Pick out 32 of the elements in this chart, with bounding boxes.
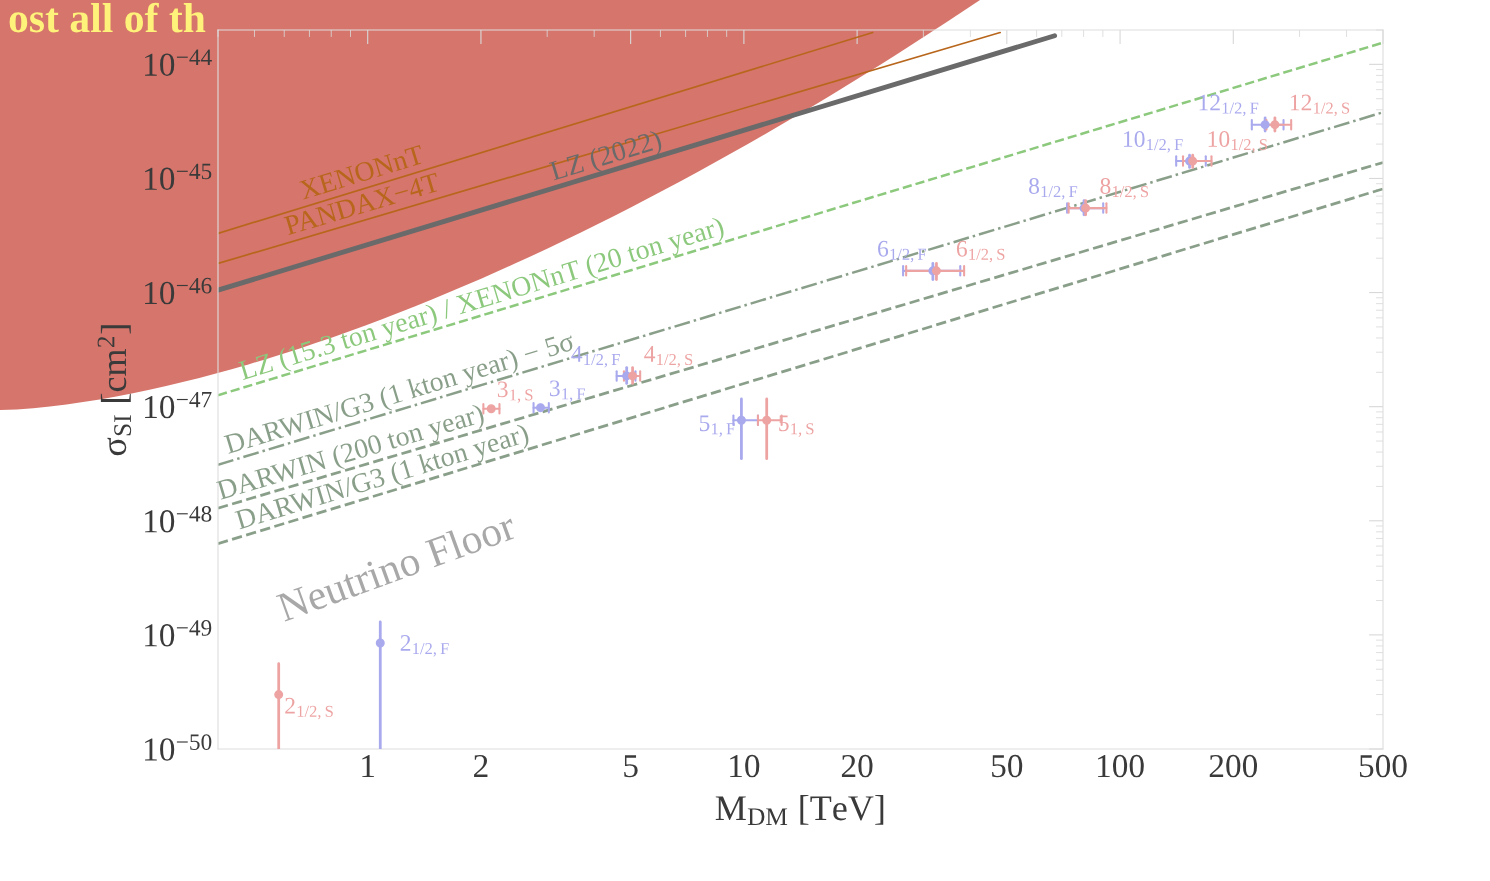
y-tick-label: 10$^{−48}$ (145, 506, 212, 533)
annotation: 10$_{1/2,F}$ (1123, 131, 1183, 153)
annotation: 6$_{1/2,S}$ (956, 240, 1005, 263)
y-tick-label: 10$^{−49}$ (145, 620, 212, 647)
y-tick-label: 10$^{−45}$ (145, 163, 212, 191)
y-tick-label: 10$^{−46}$ (145, 277, 212, 305)
text: LZ (2022) (548, 129, 664, 187)
x-tick-label: 100 (1097, 754, 1144, 778)
x-tick-label: 5 (624, 755, 638, 778)
annotation: 5$_{1,F}$ (699, 415, 735, 437)
annotation: 10$_{1/2,S}$ (1208, 131, 1267, 153)
x-tick-label: 2 (474, 754, 488, 777)
x-tick-label: 500 (1359, 754, 1407, 778)
annotation: 8$_{1/2,F}$ (1029, 178, 1078, 200)
x-tick-label: 10 (730, 754, 760, 778)
annotation: 8$_{1/2,S}$ (1100, 178, 1149, 200)
annotation: 4$_{1/2,S}$ (644, 346, 693, 368)
annotation: 2$_{1/2,F}$ (400, 635, 449, 657)
x-tick-label: 200 (1209, 754, 1258, 778)
y-tick-label: 10$^{−50}$ (145, 734, 212, 761)
annotation: 12$_{1/2,S}$ (1290, 94, 1350, 117)
x-tick-label: 50 (992, 754, 1023, 778)
y-tick-label: 10$^{−44}$ (145, 49, 212, 76)
annotation: 12$_{1/2,F}$ (1199, 94, 1259, 117)
annotation: 2$_{1/2,S}$ (285, 697, 333, 720)
x-tick-label: 1 (362, 754, 375, 777)
y-axis-title: σ$_{SI}$ [cm$^{2}$] (97, 325, 132, 456)
x-tick-label: 20 (841, 754, 873, 778)
annotation: 3$_{1,F}$ (549, 380, 585, 402)
text: ost all of th (9, 2, 206, 33)
y-tick-label: 10$^{−47}$ (145, 391, 212, 419)
x-axis-title: M$_{DM}$ [TeV] (715, 794, 884, 826)
